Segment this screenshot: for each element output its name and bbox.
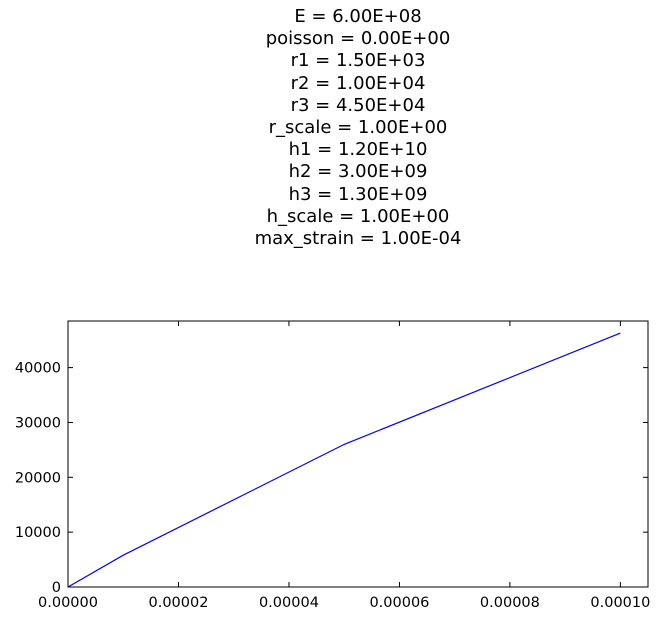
title-line: h_scale = 1.00E+00 [266,205,450,227]
y-tick-label: 0 [52,580,61,596]
series-line [67,332,621,588]
y-tick-label: 10000 [15,525,61,541]
x-tick-label: 0.00010 [590,595,650,611]
x-tick-label: 0.00008 [480,595,540,611]
y-tick-label: 30000 [15,415,61,431]
title-line: r2 = 1.00E+04 [290,72,426,94]
plot-frame [67,320,649,588]
title-line: r_scale = 1.00E+00 [268,116,448,138]
y-tick-label: 40000 [15,361,61,377]
title-line: E = 6.00E+08 [294,6,422,27]
title-line: max_strain = 1.00E-04 [254,227,462,249]
title-line: poisson = 0.00E+00 [265,28,451,50]
x-tick-label: 0.00000 [38,595,98,611]
chart-title: E = 6.00E+08 poisson = 0.00E+00 r1 = 1.50E… [0,6,663,250]
x-tick-label: 0.00002 [148,595,208,611]
x-tick-label: 0.00004 [259,595,319,611]
title-line: r3 = 4.50E+04 [290,94,426,116]
title-line: r1 = 1.50E+03 [290,50,426,72]
y-tick-label: 20000 [15,470,61,486]
title-line: h3 = 1.30E+09 [288,183,428,205]
x-tick-label: 0.00006 [369,595,429,611]
title-line: h2 = 3.00E+09 [288,161,428,183]
title-line: h1 = 1.20E+10 [288,139,428,161]
